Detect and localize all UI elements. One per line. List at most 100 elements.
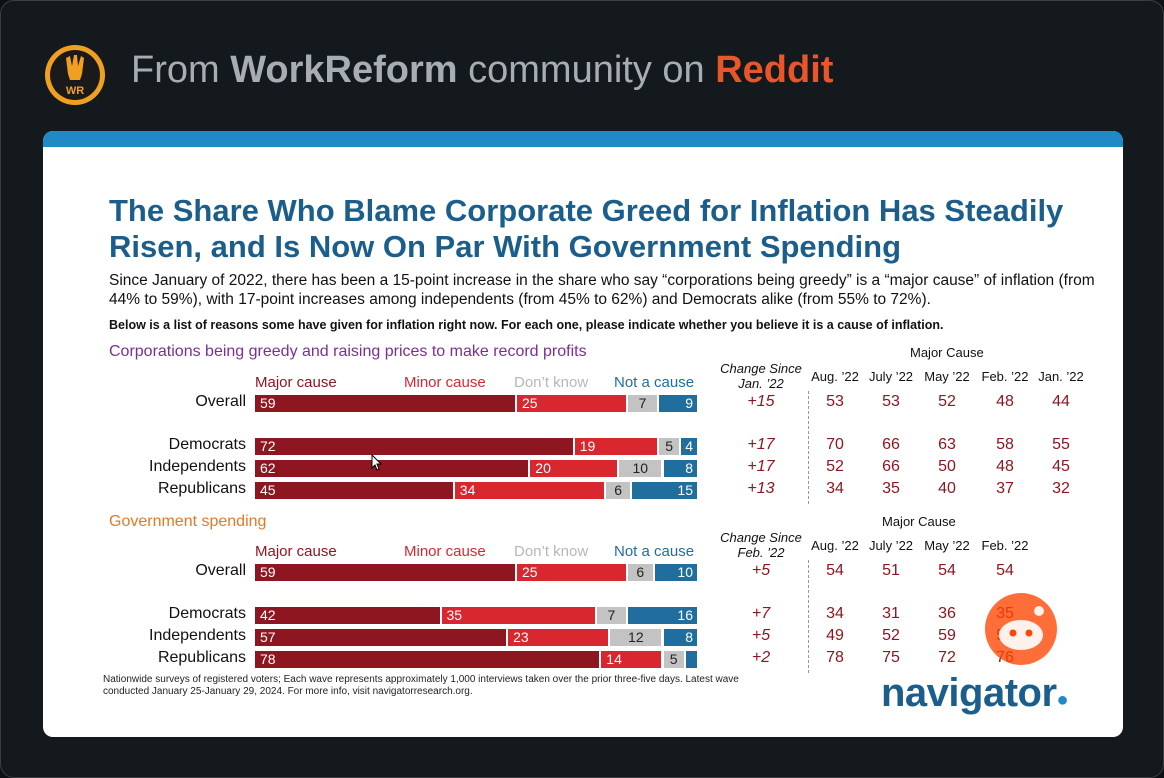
bar-segment: 34: [454, 482, 604, 499]
major-cause-value: 54: [826, 562, 844, 579]
table-column-header: July ’22: [868, 538, 914, 553]
logo-text: navigator: [881, 671, 1057, 715]
table-column-header: July ’22: [868, 369, 914, 384]
reddit-logo-icon: [985, 593, 1057, 665]
table-divider: [808, 391, 809, 504]
navigator-logo: navigator●: [881, 671, 1069, 715]
major-cause-value: 70: [826, 436, 844, 453]
major-cause-value: 55: [1052, 436, 1070, 453]
bar-segment: [685, 651, 697, 668]
bar-segment: 57: [255, 629, 507, 646]
row-label-republicans: Republicans: [157, 480, 246, 497]
major-cause-value: 51: [882, 562, 900, 579]
avatar-text: WR: [66, 85, 84, 97]
major-cause-value: 37: [996, 480, 1014, 497]
legend-minor-cause: Minor cause: [404, 543, 486, 560]
bar-segment: 25: [517, 564, 626, 581]
bar-segment: 19: [574, 438, 658, 455]
table-column-header: May ’22: [924, 369, 970, 384]
legend-not-a-cause: Not a cause: [614, 374, 695, 391]
row-label-independents: Independents: [149, 458, 246, 475]
bar-segment: 15: [632, 482, 697, 499]
major-cause-value: 32: [1052, 480, 1070, 497]
major-cause-value: 75: [882, 649, 900, 666]
major-cause-value: 52: [938, 393, 956, 410]
major-cause-value: 53: [826, 393, 844, 410]
bar-segment: 12: [610, 629, 662, 646]
major-cause-value: 78: [826, 649, 844, 666]
major-cause-value: 58: [996, 436, 1014, 453]
bar-segment: 45: [255, 482, 453, 499]
bar-segment: 10: [654, 564, 697, 581]
change-since-header: Change Since Feb. ’22: [714, 530, 808, 560]
bar-segment: 5: [659, 438, 680, 455]
community-avatar-icon[interactable]: WR: [44, 44, 106, 106]
header-prefix: From: [131, 49, 220, 91]
major-cause-header: Major Cause: [910, 345, 984, 360]
change-since-header: Change Since Jan. ’22: [714, 361, 808, 391]
chart-subtitle: Since January of 2022, there has been a …: [109, 272, 1095, 308]
major-cause-header: Major Cause: [882, 514, 956, 529]
bar-segment: 16: [628, 607, 697, 624]
major-cause-value: 66: [882, 458, 900, 475]
bar-segment: 9: [659, 395, 697, 412]
major-cause-value: 50: [938, 458, 956, 475]
change-value: +2: [751, 649, 771, 666]
major-cause-value: 34: [826, 480, 844, 497]
bar-segment: 7: [628, 395, 658, 412]
section-title-corporate-greed: Corporations being greedy and raising pr…: [109, 343, 587, 360]
row-label-democrats: Democrats: [168, 605, 246, 622]
community-name-link[interactable]: WorkReform: [230, 49, 458, 91]
major-cause-value: 59: [938, 627, 956, 644]
table-column-header: Feb. ’22: [981, 538, 1029, 553]
table-column-header: May ’22: [924, 538, 970, 553]
bar-segment: 59: [255, 395, 515, 412]
survey-question: Below is a list of reasons some have giv…: [109, 318, 944, 332]
bar-segment: 78: [255, 651, 600, 668]
header-middle: community on: [468, 49, 705, 91]
major-cause-value: 53: [882, 393, 900, 410]
bar-segment: 7: [596, 607, 626, 624]
change-value: +17: [747, 436, 775, 453]
legend-don-t-know: Don’t know: [514, 543, 589, 560]
row-label-overall: Overall: [195, 562, 246, 579]
card-top-bar: [43, 131, 1123, 147]
bar-segment: 8: [663, 629, 697, 646]
bar-segment: 59: [255, 564, 515, 581]
change-value: +7: [751, 605, 771, 622]
major-cause-value: 35: [882, 480, 900, 497]
major-cause-value: 31: [882, 605, 900, 622]
platform-name: Reddit: [715, 49, 834, 91]
bar-segment: 25: [517, 395, 626, 412]
bar-segment: 62: [255, 460, 529, 477]
chart-title: The Share Who Blame Corporate Greed for …: [109, 193, 1064, 264]
change-value: +5: [751, 627, 771, 644]
change-value: +5: [751, 562, 771, 579]
major-cause-value: 66: [882, 436, 900, 453]
table-column-header: Feb. ’22: [981, 369, 1029, 384]
major-cause-value: 45: [1052, 458, 1070, 475]
major-cause-value: 52: [882, 627, 900, 644]
change-header-line: Change Since: [720, 530, 802, 545]
legend-major-cause: Major cause: [255, 543, 337, 560]
major-cause-value: 34: [826, 605, 844, 622]
major-cause-value: 48: [996, 458, 1014, 475]
major-cause-value: 54: [996, 562, 1014, 579]
row-label-democrats: Democrats: [168, 436, 246, 453]
bar-segment: 10: [619, 460, 662, 477]
major-cause-value: 72: [938, 649, 956, 666]
major-cause-value: 44: [1052, 393, 1070, 410]
legend-not-a-cause: Not a cause: [614, 543, 695, 560]
bar-segment: 20: [530, 460, 618, 477]
change-value: +13: [747, 480, 775, 497]
section-title-government-spending: Government spending: [109, 513, 267, 530]
legend-minor-cause: Minor cause: [404, 374, 486, 391]
bar-segment: 4: [681, 438, 697, 455]
infographic-card: The Share Who Blame Corporate Greed for …: [43, 131, 1123, 737]
major-cause-value: 49: [826, 627, 844, 644]
bar-segment: 72: [255, 438, 573, 455]
footnote: Nationwide surveys of registered voters;…: [103, 674, 739, 697]
bar-segment: 42: [255, 607, 440, 624]
bar-segment: 8: [663, 460, 697, 477]
